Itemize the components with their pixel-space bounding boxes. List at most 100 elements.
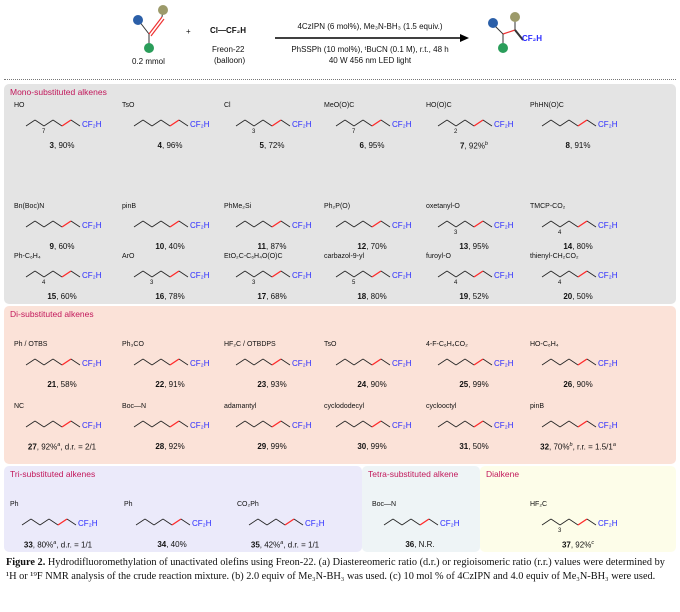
figure-caption: Figure 2. Hydrodifluoromethylation of un… <box>6 556 674 584</box>
compound-yield: 93% <box>270 380 287 389</box>
bond <box>541 220 552 228</box>
bond <box>410 518 421 526</box>
compound-yield: 92% <box>468 141 485 151</box>
new-bond <box>271 270 282 278</box>
bond <box>25 420 36 428</box>
cf2h-group: CF₂H <box>392 221 412 230</box>
substituent-group: cyclododecyl <box>324 403 365 410</box>
bond <box>262 119 273 127</box>
cf2h-group: CF₂H <box>598 221 618 230</box>
bond <box>559 270 570 278</box>
new-bond <box>371 119 382 127</box>
tetra-section <box>362 466 480 552</box>
bond <box>235 358 246 366</box>
divider <box>4 79 676 80</box>
substituent-group: Bn(Boc)N <box>14 203 45 210</box>
structure-skeleton <box>541 518 597 526</box>
new-bond <box>169 270 180 278</box>
compound-label: 4, 96% <box>157 141 183 150</box>
structure-skeleton <box>541 119 597 127</box>
compound-14: TMCP-CO₂ 4 CF₂H <box>528 199 628 245</box>
compound-18: carbazol-9-yl 5 CF₂H <box>322 249 422 295</box>
di-section <box>4 306 676 464</box>
structure-skeleton <box>541 358 597 366</box>
compound-number: 28 <box>155 442 165 451</box>
substituent-group: Ph-C₆H₄ <box>14 253 41 260</box>
cf2h-group: CF₂H <box>494 120 514 129</box>
caption-label: Figure 2. <box>6 557 46 568</box>
bond <box>43 119 54 127</box>
bond <box>464 270 475 278</box>
bond <box>550 518 561 526</box>
compound-yield: 92% <box>575 540 592 550</box>
bond <box>133 358 144 366</box>
compound-label: 30, 99% <box>357 442 387 451</box>
bond <box>550 420 561 428</box>
bond <box>464 420 475 428</box>
cf2h-group: CF₂H <box>292 421 312 430</box>
compound-yield: 99% <box>270 442 287 451</box>
structure-skeleton <box>133 220 189 228</box>
compound-label: 20, 50% <box>563 292 593 301</box>
bond <box>244 119 255 127</box>
new-bond <box>473 358 484 366</box>
chain-repeat-count: 7 <box>352 129 356 135</box>
bond <box>70 270 81 278</box>
product-icon <box>488 12 524 53</box>
bond <box>380 358 391 366</box>
bond <box>43 270 54 278</box>
compound-8: PhHN(O)C CF₂H <box>528 98 628 144</box>
compound-label: 16, 78% <box>155 292 185 301</box>
compound-30: cyclododecyl CF₂H <box>322 399 422 445</box>
compound-number: 25 <box>459 380 469 389</box>
compound-yield: 80% <box>37 540 54 550</box>
structure-skeleton <box>437 220 493 228</box>
bond <box>178 358 189 366</box>
compound-yield: 90% <box>576 380 593 389</box>
bond <box>550 270 561 278</box>
bond <box>559 420 570 428</box>
bond <box>21 518 32 526</box>
cf2h-group: CF₂H <box>292 221 312 230</box>
bond <box>133 270 144 278</box>
bond <box>162 518 173 526</box>
bond <box>586 270 597 278</box>
compound-number: 32 <box>540 442 550 452</box>
substituent-group: NC <box>14 403 25 410</box>
new-bond <box>371 420 382 428</box>
substituent-group: furoyl-O <box>426 253 451 260</box>
structure-skeleton <box>335 270 391 278</box>
compound-label: 37, 92%c <box>561 540 595 550</box>
new-bond <box>371 270 382 278</box>
new-bond <box>169 358 180 366</box>
compound-label: 8, 91% <box>565 141 591 150</box>
cf2h-group: CF₂H <box>598 421 618 430</box>
bond <box>235 270 246 278</box>
bond <box>586 358 597 366</box>
compound-35: CO₂Ph CF₂H <box>235 497 335 543</box>
compound-24: TsO CF₂H <box>322 337 422 383</box>
compound-label: 7, 92%b <box>460 141 488 151</box>
compound-number: 4 <box>157 141 162 150</box>
bond <box>257 518 268 526</box>
footnote-mark: b <box>484 141 488 147</box>
bond <box>455 270 466 278</box>
substituent-group: MeO(O)C <box>324 102 355 109</box>
new-bond <box>473 270 484 278</box>
compound-yield: 99% <box>472 380 489 389</box>
bond <box>446 358 457 366</box>
bond <box>586 220 597 228</box>
bond <box>25 119 36 127</box>
bond <box>160 220 171 228</box>
bond <box>262 358 273 366</box>
structure-skeleton <box>21 518 77 526</box>
structure-skeleton <box>235 220 291 228</box>
bond <box>142 220 153 228</box>
compound-number: 10 <box>155 242 165 251</box>
compound-number: 9 <box>49 242 54 251</box>
bond <box>34 358 45 366</box>
cf2h-group: CF₂H <box>82 120 102 129</box>
substrate-amount: 0.2 mmol <box>132 57 165 66</box>
chain-repeat-count: 3 <box>558 528 562 534</box>
new-bond <box>61 220 72 228</box>
